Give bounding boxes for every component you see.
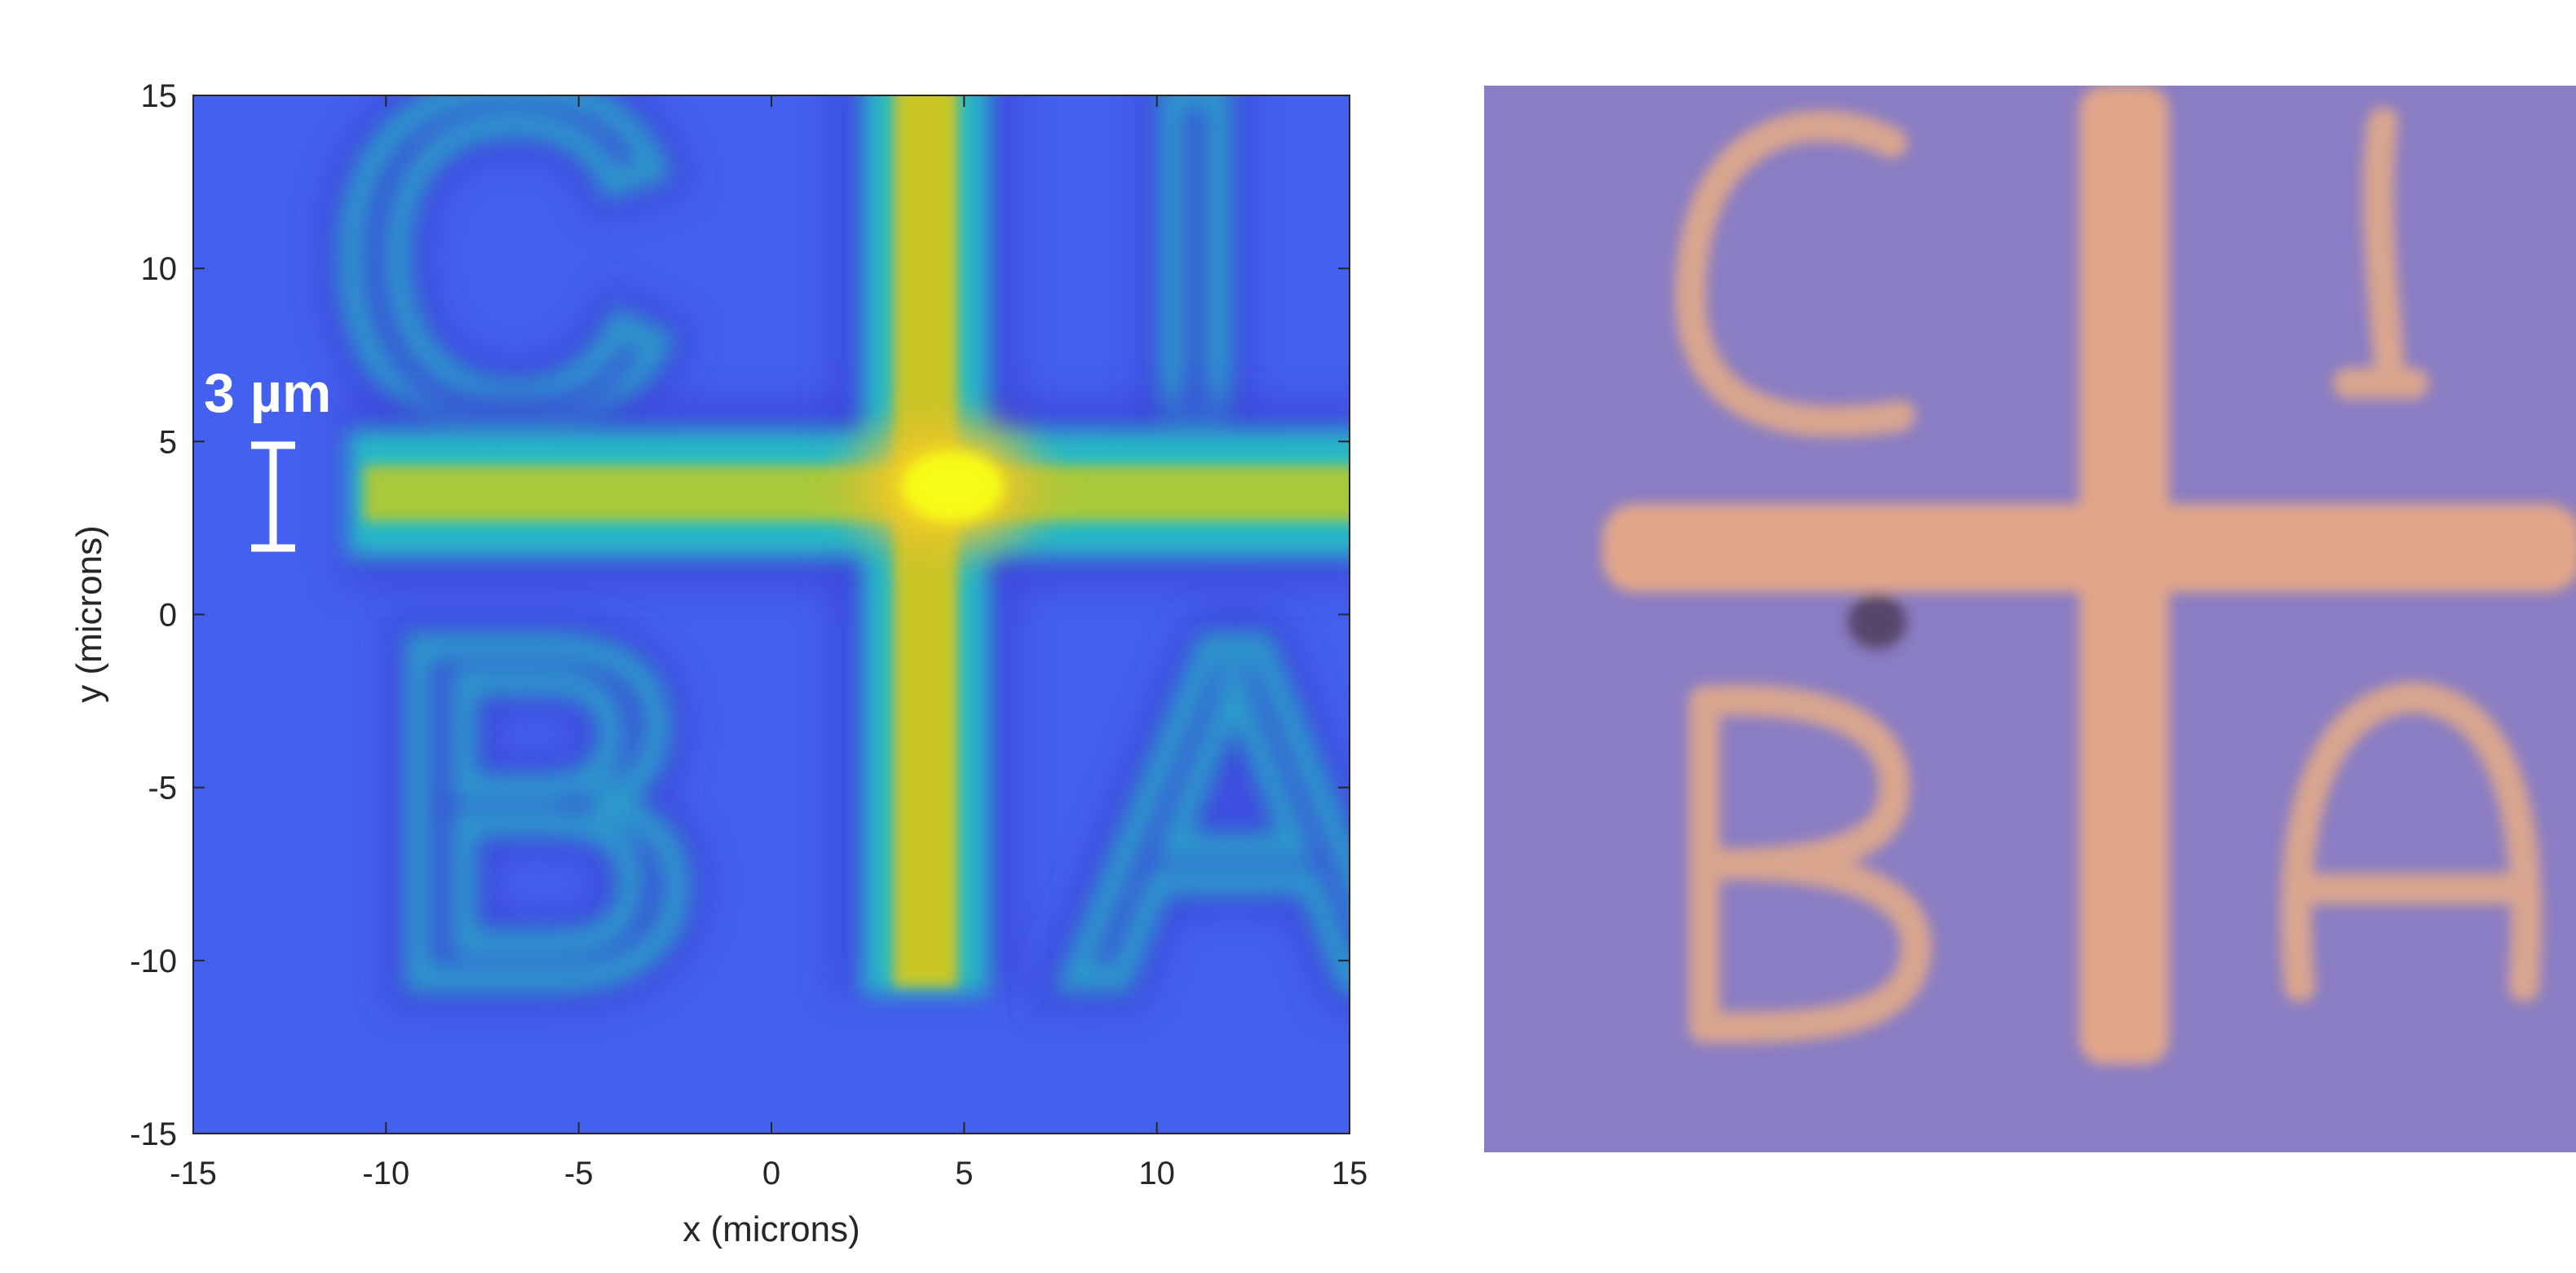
- y-tick-label: 5: [159, 424, 177, 460]
- y-tick-label: -10: [130, 944, 177, 979]
- x-tick-label: -5: [564, 1156, 594, 1191]
- y-axis-label: y (microns): [69, 525, 109, 703]
- y-tick-label: 10: [141, 251, 178, 287]
- x-axis-label: x (microns): [683, 1209, 860, 1249]
- x-axis-ticks: -15 -10 -5 0 5 10 15: [170, 95, 1368, 1191]
- y-tick-label: 0: [159, 598, 177, 634]
- scale-bar: 3 µm: [204, 362, 331, 552]
- scale-bar-label: 3 µm: [204, 362, 331, 424]
- optical-image: [1484, 86, 2576, 1152]
- letter-outline-b: BB: [350, 512, 730, 1111]
- letter-outline-a: AA: [1044, 512, 1398, 1111]
- y-tick-label: -5: [148, 771, 177, 807]
- svg-text:B: B: [378, 541, 701, 1082]
- optical-background: [1484, 86, 2576, 1152]
- cross-structure: [339, 95, 1350, 996]
- svg-text:B: B: [378, 541, 701, 1082]
- x-tick-label: 5: [955, 1156, 973, 1191]
- svg-text:A: A: [1072, 541, 1398, 1082]
- x-tick-label: 15: [1332, 1156, 1368, 1191]
- x-tick-label: 10: [1138, 1156, 1175, 1191]
- x-tick-label: 0: [762, 1156, 780, 1191]
- svg-text:A: A: [1072, 541, 1398, 1082]
- y-axis-ticks: 15 10 5 0 -5 -10 -15: [130, 78, 1350, 1152]
- hotspot-core: [903, 452, 1004, 521]
- x-tick-label: -15: [170, 1156, 217, 1191]
- y-tick-label: -15: [130, 1116, 177, 1152]
- heatmap-background: [193, 95, 1350, 1134]
- y-tick-label: 15: [141, 78, 178, 114]
- x-tick-label: -10: [362, 1156, 409, 1191]
